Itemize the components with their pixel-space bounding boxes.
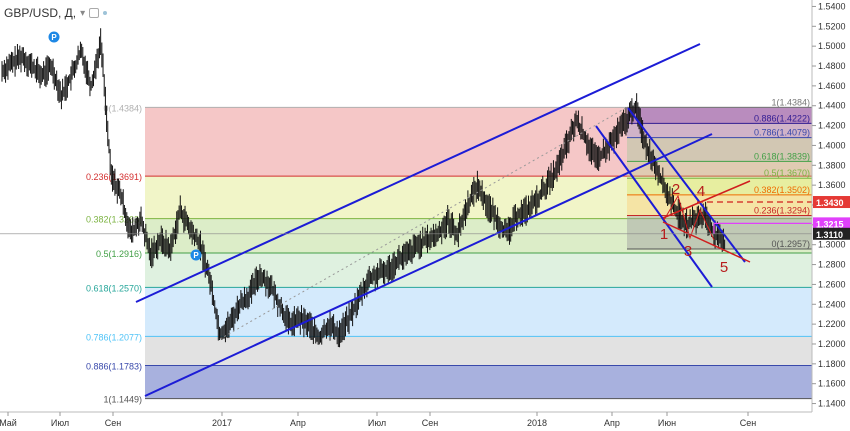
wave-label: 4 — [697, 183, 705, 200]
status-dot-icon — [103, 11, 108, 15]
y-tick-label: 1.4800 — [818, 61, 846, 71]
fib-level-label: 0(1.4384) — [103, 103, 142, 113]
fib-band — [145, 287, 812, 337]
fib-level-label: 0.382(1.3263) — [86, 215, 142, 225]
y-tick-label: 1.1600 — [818, 379, 846, 389]
chart-header: GBP/USD, Д, ▾ — [4, 5, 108, 21]
fib-right-label: 0.886(1.4222) — [754, 113, 810, 123]
fib-right-label: 1(1.4384) — [771, 97, 810, 107]
channel-lower-line — [144, 133, 713, 397]
y-tick-label: 1.4200 — [818, 121, 846, 131]
x-tick-label: Июн — [658, 418, 676, 428]
x-tick-label: Сен — [105, 418, 122, 428]
pivot-marker-label: P — [51, 33, 57, 42]
fib-band — [145, 365, 812, 399]
wave-label: 2 — [672, 181, 680, 198]
x-tick-label: Сен — [422, 418, 439, 428]
y-tick-label: 1.2000 — [818, 339, 846, 349]
wedge-lower-line — [662, 221, 751, 263]
pivot-marker-icon — [190, 249, 202, 261]
x-tick-label: Сен — [740, 418, 757, 428]
symbol-label[interactable]: GBP/USD, Д, — [4, 6, 77, 20]
price-bars — [1, 28, 726, 348]
y-tick-label: 1.4400 — [818, 101, 846, 111]
x-tick-label: Июл — [368, 418, 386, 428]
x-tick-label: Июл — [51, 418, 69, 428]
descending-channel-upper — [595, 125, 713, 288]
y-tick-label: 1.5400 — [818, 1, 846, 11]
x-tick-label: 2018 — [527, 418, 547, 428]
wedge-upper-line — [662, 180, 751, 219]
x-tick-label: Апр — [290, 418, 306, 428]
fib-band — [145, 253, 812, 288]
settings-box-icon[interactable] — [89, 8, 100, 18]
pivot-marker-icon — [48, 31, 60, 43]
fib-right-label: 0.5(1.3670) — [764, 168, 810, 178]
fib-level-label: 0.886(1.1783) — [86, 362, 142, 372]
y-tick-label: 1.5200 — [818, 21, 846, 31]
price-tag-box — [813, 196, 850, 209]
y-tick-label: 1.1800 — [818, 359, 846, 369]
pivot-marker-label: P — [193, 251, 199, 260]
fib-right-label: 0.618(1.3839) — [754, 151, 810, 161]
price-tag-label: 1.3110 — [816, 230, 843, 240]
fib-level-label: 1(1.1449) — [103, 395, 142, 405]
channel-upper-line — [135, 43, 701, 303]
y-tick-label: 1.4000 — [818, 140, 846, 150]
fib-right-label: 0.236(1.3294) — [754, 206, 810, 216]
wave-label: 1 — [660, 226, 668, 243]
chevron-down-icon[interactable]: ▾ — [80, 7, 86, 19]
x-tick-label: 2017 — [212, 418, 232, 428]
wave-path — [663, 194, 715, 241]
fib-level-label: 0.786(1.2077) — [86, 332, 142, 342]
price-tag-label: 1.3215 — [816, 219, 844, 229]
y-tick-label: 1.3000 — [818, 240, 846, 250]
price-tag-box — [813, 227, 850, 240]
fib-right-band — [627, 161, 812, 179]
wave-label: 3 — [684, 243, 692, 260]
fib-right-band — [627, 107, 812, 124]
descending-channel-lower — [627, 107, 746, 263]
y-tick-label: 1.2800 — [818, 260, 846, 270]
price-axis-bg — [812, 0, 850, 431]
price-tag-box — [813, 217, 850, 230]
y-tick-label: 1.4600 — [818, 81, 846, 91]
price-tag-label: 1.3430 — [816, 198, 844, 208]
y-tick-label: 1.3600 — [818, 180, 846, 190]
fib-band — [145, 107, 812, 177]
wave-label: 5 — [720, 259, 728, 276]
fib-level-label: 0.618(1.2570) — [86, 283, 142, 293]
y-tick-label: 1.3800 — [818, 160, 846, 170]
fib-right-label: 0.786(1.4079) — [754, 128, 810, 138]
x-tick-label: Апр — [604, 418, 620, 428]
fib-level-label: 0.5(1.2916) — [96, 249, 142, 259]
y-tick-label: 1.2600 — [818, 279, 846, 289]
fib-right-band — [627, 137, 812, 162]
y-tick-label: 1.2200 — [818, 319, 846, 329]
y-tick-label: 1.1400 — [818, 399, 846, 409]
time-axis-bg — [0, 412, 850, 431]
fib-right-label: 0(1.2957) — [771, 239, 810, 249]
fib-right-label: 0.382(1.3502) — [754, 185, 810, 195]
y-tick-label: 1.5000 — [818, 41, 846, 51]
y-tick-label: 1.2400 — [818, 299, 846, 309]
x-tick-label: Май — [0, 418, 17, 428]
fib-band — [145, 336, 812, 366]
dotted-trendline — [219, 106, 628, 340]
fib-right-band — [627, 123, 812, 138]
fib-right-band — [627, 178, 812, 195]
